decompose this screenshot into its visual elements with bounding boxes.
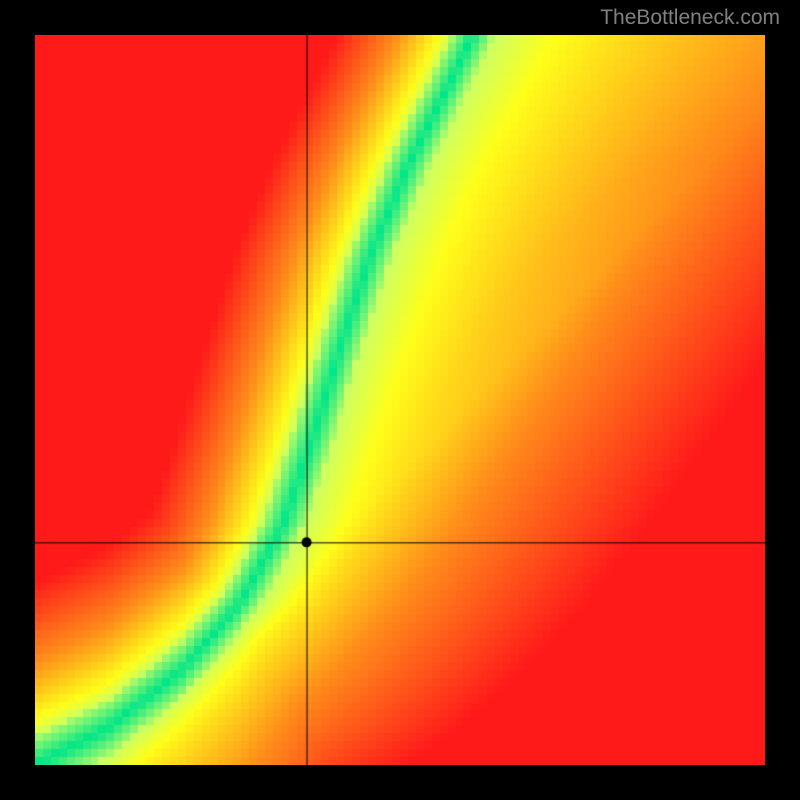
watermark-text: TheBottleneck.com [600, 6, 780, 30]
heatmap-canvas [35, 35, 765, 765]
bottleneck-heatmap [35, 35, 765, 765]
